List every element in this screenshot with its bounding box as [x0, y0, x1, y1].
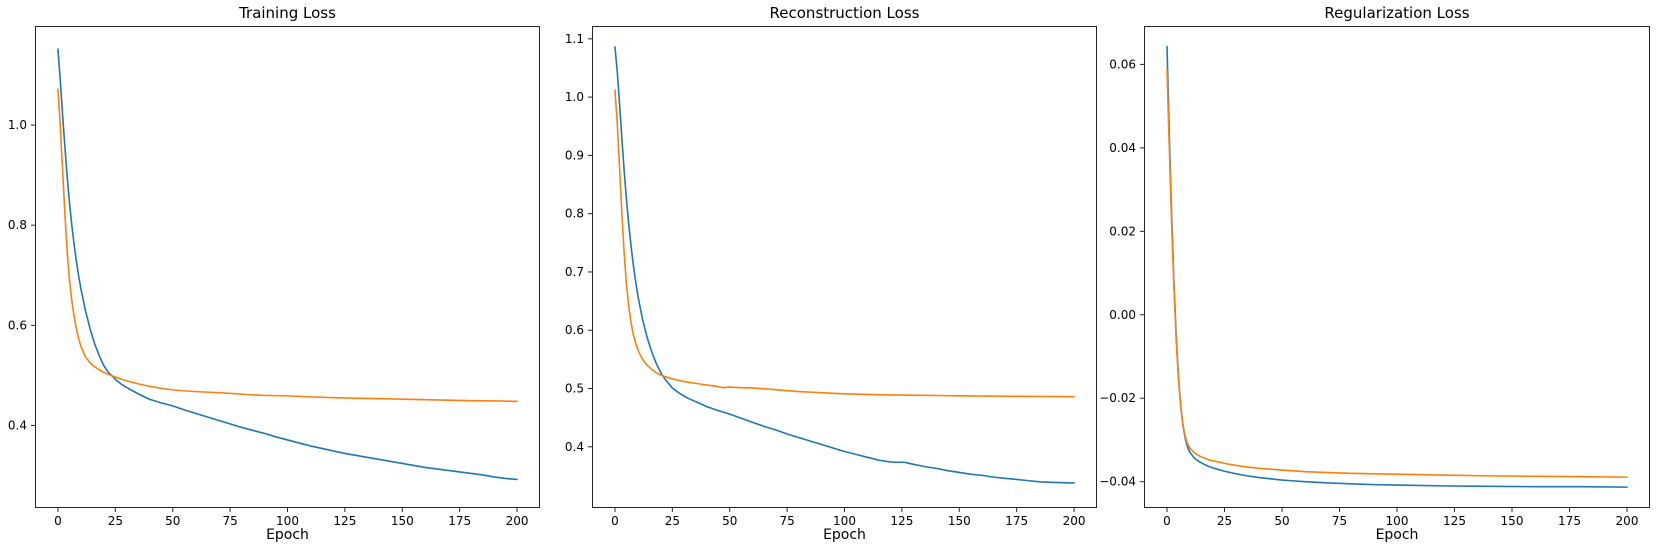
y-tick-label: 0.8	[8, 218, 27, 232]
y-tick-label: 0.9	[565, 148, 584, 162]
series-1-blue-line	[614, 46, 1075, 484]
x-tick-label: 25	[108, 514, 123, 528]
x-tick-label: 50	[1274, 514, 1289, 528]
plot-area-reconstruction-loss: 0 25 50 75 100 125 150 175 200 0.4 0.5 0.6 0.7 0.8 0.9…	[565, 26, 1097, 528]
x-tick-label: 150	[948, 514, 971, 528]
x-tick-label: 75	[1332, 514, 1347, 528]
x-tick-label: 50	[165, 514, 180, 528]
y-tick-label: 0.6	[565, 323, 584, 337]
chart-title-training-loss: Training Loss	[239, 4, 336, 22]
plot-area-regularization-loss: 0 25 50 75 100 125 150 175 200 −0.04 −0.02 0.00 0.02…	[1099, 26, 1650, 528]
series-1-blue-line	[1166, 45, 1628, 488]
y-tick-label: 0.02	[1109, 224, 1136, 238]
y-tick-label: 0.8	[565, 207, 584, 221]
x-tick-label: 25	[1217, 514, 1232, 528]
x-tick-label: 0	[54, 514, 62, 528]
y-tick-label: 1.0	[8, 118, 27, 132]
axes-frame	[592, 26, 1097, 508]
x-tick-label: 200	[1616, 514, 1639, 528]
x-tick-label: 125	[333, 514, 356, 528]
x-axis-label-epoch: Epoch	[266, 527, 309, 543]
plot-area-training-loss: 0 25 50 75 100 125 150 175 200 0.4 0.6 0.8 1.0	[8, 26, 540, 528]
x-tick-label: 100	[833, 514, 856, 528]
x-axis-label-epoch: Epoch	[1375, 527, 1419, 543]
y-tick-label: −0.02	[1099, 391, 1136, 405]
x-tick-label: 125	[1443, 514, 1466, 528]
axes-frame	[1144, 26, 1650, 508]
x-tick-label: 175	[1558, 514, 1581, 528]
series-2-orange-line	[614, 89, 1075, 398]
chart-title-reconstruction-loss: Reconstruction Loss	[769, 4, 920, 22]
x-tick-label: 25	[665, 514, 680, 528]
x-tick-label: 150	[1501, 514, 1524, 528]
y-tick-label: 1.1	[565, 32, 584, 46]
x-tick-label: 75	[779, 514, 794, 528]
y-tick-label: 0.04	[1109, 141, 1136, 155]
x-tick-label: 50	[722, 514, 737, 528]
x-tick-label: 0	[611, 514, 619, 528]
x-tick-label: 150	[391, 514, 414, 528]
y-tick-label: 0.4	[565, 440, 584, 454]
y-tick-label: 1.0	[565, 90, 584, 104]
y-tick-label: 0.06	[1109, 57, 1136, 71]
y-tick-label: −0.04	[1099, 475, 1136, 489]
chart-title-regularization-loss: Regularization Loss	[1324, 4, 1470, 22]
y-tick-label: 0.6	[8, 318, 27, 332]
x-tick-label: 75	[222, 514, 237, 528]
series-2-orange-line	[1166, 68, 1628, 478]
x-tick-label: 175	[1005, 514, 1028, 528]
series-1-blue-line	[57, 48, 518, 481]
axes-frame	[35, 26, 540, 508]
y-tick-label: 0.4	[8, 418, 27, 432]
x-tick-label: 100	[1386, 514, 1409, 528]
x-tick-label: 200	[1063, 514, 1086, 528]
x-tick-label: 125	[890, 514, 913, 528]
y-tick-label: 0.7	[565, 265, 584, 279]
x-tick-label: 100	[276, 514, 299, 528]
y-tick-label: 0.00	[1109, 308, 1136, 322]
x-tick-label: 175	[448, 514, 471, 528]
x-tick-label: 0	[1163, 514, 1171, 528]
x-tick-label: 200	[506, 514, 529, 528]
x-axis-label-epoch: Epoch	[823, 527, 866, 543]
y-tick-label: 0.5	[565, 382, 584, 396]
series-2-orange-line	[57, 88, 518, 403]
